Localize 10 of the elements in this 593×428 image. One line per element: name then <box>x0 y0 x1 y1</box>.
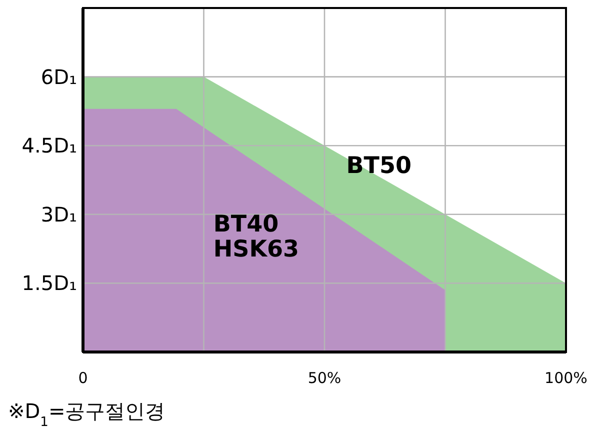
series-label: BT40 HSK63 <box>213 212 300 263</box>
text: ※D$_{1}$=공구절인경 <box>8 399 166 428</box>
series-label: BT50 <box>346 153 412 180</box>
x-tick-label: 100% <box>544 369 588 387</box>
x-tick-label: 0 <box>78 369 88 387</box>
y-tick-label: 4.5D₁ <box>22 134 77 158</box>
y-tick-label: 3D₁ <box>40 202 77 226</box>
x-tick-label: 50% <box>308 369 342 387</box>
y-tick-label: 1.5D₁ <box>22 271 77 296</box>
y-tick-label: 6D₁ <box>40 64 77 89</box>
